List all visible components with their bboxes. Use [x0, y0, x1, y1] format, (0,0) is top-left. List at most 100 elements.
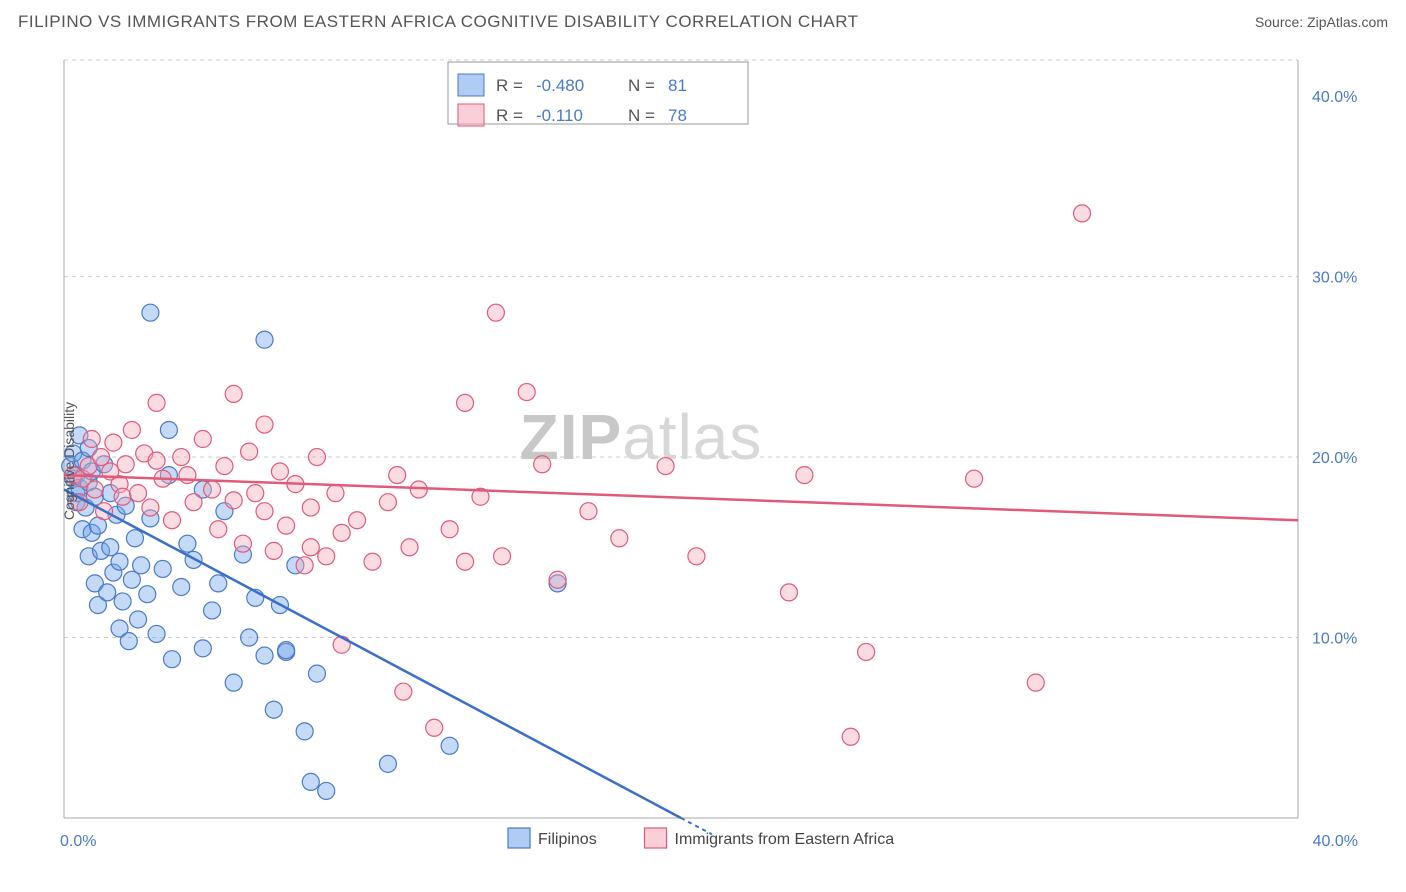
data-point: [216, 458, 233, 475]
data-point: [120, 633, 137, 650]
data-point: [349, 512, 366, 529]
legend-label: Immigrants from Eastern Africa: [675, 831, 895, 848]
stats-swatch: [458, 74, 484, 96]
data-point: [688, 548, 705, 565]
data-point: [549, 571, 566, 588]
data-point: [194, 640, 211, 657]
y-tick-label: 30.0%: [1312, 270, 1357, 287]
data-point: [173, 578, 190, 595]
data-point: [842, 728, 859, 745]
stats-n-label: N =: [628, 76, 655, 95]
data-point: [426, 719, 443, 736]
data-point: [225, 492, 242, 509]
stats-n-label: N =: [628, 106, 655, 125]
data-point: [302, 539, 319, 556]
data-point: [318, 782, 335, 799]
data-point: [780, 584, 797, 601]
stats-r-value: -0.110: [536, 106, 583, 125]
data-point: [210, 521, 227, 538]
data-point: [234, 535, 251, 552]
data-point: [580, 503, 597, 520]
data-point: [210, 575, 227, 592]
data-point: [256, 331, 273, 348]
data-point: [142, 499, 159, 516]
data-point: [256, 503, 273, 520]
data-point: [99, 584, 116, 601]
data-point: [241, 443, 258, 460]
y-tick-label: 10.0%: [1312, 631, 1357, 648]
data-point: [1027, 674, 1044, 691]
data-point: [494, 548, 511, 565]
data-point: [308, 665, 325, 682]
data-point: [302, 773, 319, 790]
data-point: [265, 542, 282, 559]
data-point: [364, 553, 381, 570]
data-point: [457, 553, 474, 570]
data-point: [83, 431, 100, 448]
data-point: [534, 456, 551, 473]
data-point: [327, 485, 344, 502]
y-tick-label: 20.0%: [1312, 450, 1357, 467]
data-point: [302, 499, 319, 516]
source-label: Source: ZipAtlas.com: [1255, 14, 1388, 30]
data-point: [148, 625, 165, 642]
data-point: [441, 521, 458, 538]
data-point: [123, 421, 140, 438]
data-point: [333, 524, 350, 541]
data-point: [133, 557, 150, 574]
data-point: [225, 385, 242, 402]
data-point: [308, 449, 325, 466]
data-point: [204, 602, 221, 619]
data-point: [395, 683, 412, 700]
trendline: [64, 490, 681, 818]
data-point: [142, 304, 159, 321]
legend-label: Filipinos: [538, 831, 597, 848]
data-point: [117, 456, 134, 473]
data-point: [457, 394, 474, 411]
data-point: [163, 512, 180, 529]
stats-swatch: [458, 104, 484, 126]
data-point: [194, 431, 211, 448]
data-point: [148, 394, 165, 411]
legend-swatch: [508, 828, 530, 848]
data-point: [241, 629, 258, 646]
data-point: [401, 539, 418, 556]
data-point: [154, 560, 171, 577]
data-point: [148, 452, 165, 469]
y-axis-label: Cognitive Disability: [61, 402, 77, 520]
data-point: [114, 593, 131, 610]
x-tick-label: 0.0%: [60, 833, 96, 850]
data-point: [611, 530, 628, 547]
chart-title: FILIPINO VS IMMIGRANTS FROM EASTERN AFRI…: [18, 12, 859, 32]
legend-swatch: [645, 828, 667, 848]
stats-box: [448, 62, 748, 124]
stats-n-value: 81: [668, 76, 687, 95]
data-point: [114, 488, 131, 505]
data-point: [111, 553, 128, 570]
data-point: [256, 416, 273, 433]
stats-r-label: R =: [496, 106, 523, 125]
data-point: [126, 530, 143, 547]
data-point: [130, 485, 147, 502]
source-link[interactable]: ZipAtlas.com: [1307, 14, 1388, 30]
data-point: [278, 642, 295, 659]
stats-n-value: 78: [668, 106, 687, 125]
data-point: [123, 571, 140, 588]
data-point: [139, 586, 156, 603]
data-point: [518, 384, 535, 401]
data-point: [102, 539, 119, 556]
data-point: [657, 458, 674, 475]
data-point: [130, 611, 147, 628]
data-point: [160, 421, 177, 438]
data-point: [179, 535, 196, 552]
data-point: [278, 517, 295, 534]
data-point: [858, 643, 875, 660]
data-point: [247, 485, 264, 502]
data-point: [265, 701, 282, 718]
data-point: [796, 467, 813, 484]
data-point: [379, 755, 396, 772]
data-point: [441, 737, 458, 754]
data-point: [487, 304, 504, 321]
chart-container: Cognitive Disability ZIPatlas10.0%20.0%3…: [18, 48, 1388, 874]
data-point: [204, 481, 221, 498]
